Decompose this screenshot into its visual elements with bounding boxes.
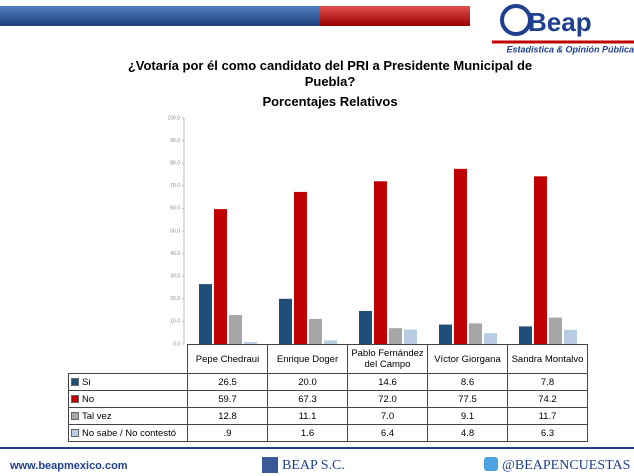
y-tick-label: 20.0 [170, 296, 180, 302]
bar [294, 191, 307, 344]
bar [229, 315, 242, 344]
value-label: 20.0 [267, 373, 348, 391]
bar [534, 176, 547, 344]
chart-subtitle: Porcentajes Relativos [262, 94, 398, 109]
value-label: 26.5 [187, 373, 268, 391]
bar [374, 181, 387, 344]
bar [214, 209, 227, 344]
y-tick-label: 50.0 [170, 228, 180, 234]
logo-mark [500, 4, 532, 36]
value-label: 1.6 [267, 424, 348, 442]
x-tick-label: Pablo Fernández del Campo [347, 344, 428, 374]
website: www.beapmexico.com [9, 460, 128, 472]
table-corner [68, 344, 188, 374]
x-tick-label: Víctor Giorgana [427, 344, 508, 374]
bar [199, 284, 212, 344]
logo: Beap [528, 7, 592, 37]
data-table: Pepe Chedraui Enrique Doger Pablo Fernánde… [68, 344, 588, 442]
y-tick-label: 40.0 [170, 251, 180, 257]
legend-entry: No sabe / No contestó [68, 424, 188, 442]
table-row: Si 26.5 20.0 14.6 8.6 7.8 [68, 373, 588, 391]
value-label: 8.6 [427, 373, 508, 391]
value-label: 11.7 [507, 407, 588, 425]
twitter-icon [484, 457, 498, 471]
table-header-row: Pepe Chedraui Enrique Doger Pablo Fernánde… [68, 344, 588, 374]
legend-entry: Si [68, 373, 188, 391]
header-bar [320, 6, 470, 26]
bar [484, 333, 497, 344]
x-tick-label: Enrique Doger [267, 344, 348, 374]
bar [549, 317, 562, 344]
value-label: 11.1 [267, 407, 348, 425]
y-tick-label: 10.0 [170, 319, 180, 325]
table-row: Tal vez 12.8 11.1 7.0 9.1 11.7 [68, 407, 588, 425]
value-label: 77.5 [427, 390, 508, 408]
bar [359, 311, 372, 344]
value-label: 14.6 [347, 373, 428, 391]
tagline: Estadística & Opinión Pública [506, 44, 634, 54]
legend-swatch [71, 411, 79, 420]
legend-entry: No [68, 390, 188, 408]
y-tick-label: 100.0 [167, 115, 180, 121]
y-tick-label: 30.0 [170, 274, 180, 280]
y-tick-label: 90.0 [170, 138, 180, 144]
bar [564, 329, 577, 344]
legend-swatch [71, 394, 79, 403]
bar [454, 168, 467, 344]
legend-entry: Tal vez [68, 407, 188, 425]
value-label: 4.8 [427, 424, 508, 442]
value-label: 6.4 [347, 424, 428, 442]
y-tick-label: 0.0 [173, 341, 180, 347]
value-label: 67.3 [267, 390, 348, 408]
company: BEAP S.C. [282, 458, 345, 473]
twitter: @BEAPENCUESTAS [502, 458, 630, 473]
value-label: 59.7 [187, 390, 268, 408]
table-row: No sabe / No contestó .9 1.6 6.4 4.8 6.3 [68, 424, 588, 442]
value-label: 7.8 [507, 373, 588, 391]
bar [244, 341, 257, 344]
y-tick-label: 80.0 [170, 161, 180, 167]
legend-swatch [71, 377, 79, 386]
table-row: No 59.7 67.3 72.0 77.5 74.2 [68, 390, 588, 408]
value-label: 9.1 [427, 407, 508, 425]
legend-label: Tal vez [82, 410, 112, 422]
value-label: 72.0 [347, 390, 428, 408]
bar [324, 340, 337, 344]
legend-label: No [82, 393, 95, 405]
bar [279, 298, 292, 344]
bar [309, 318, 322, 344]
x-tick-label: Sandra Montalvo [507, 344, 588, 374]
y-tick-label: 70.0 [170, 183, 180, 189]
value-label: 12.8 [187, 407, 268, 425]
chart-title: ¿Votaría por él como candidato del PRI a… [127, 58, 533, 89]
bar [404, 329, 417, 344]
value-label: 74.2 [507, 390, 588, 408]
header-bar [0, 6, 320, 26]
bar [389, 328, 402, 344]
bar [519, 326, 532, 344]
legend-swatch [71, 428, 79, 437]
x-tick-label: Pepe Chedraui [187, 344, 268, 374]
value-label: .9 [187, 424, 268, 442]
bar [469, 323, 482, 344]
value-label: 7.0 [347, 407, 428, 425]
facebook-icon [262, 457, 278, 473]
bar [439, 324, 452, 344]
y-tick-label: 60.0 [170, 206, 180, 212]
value-label: 6.3 [507, 424, 588, 442]
legend-label: No sabe / No contestó [82, 427, 176, 439]
legend-label: Si [82, 376, 91, 388]
